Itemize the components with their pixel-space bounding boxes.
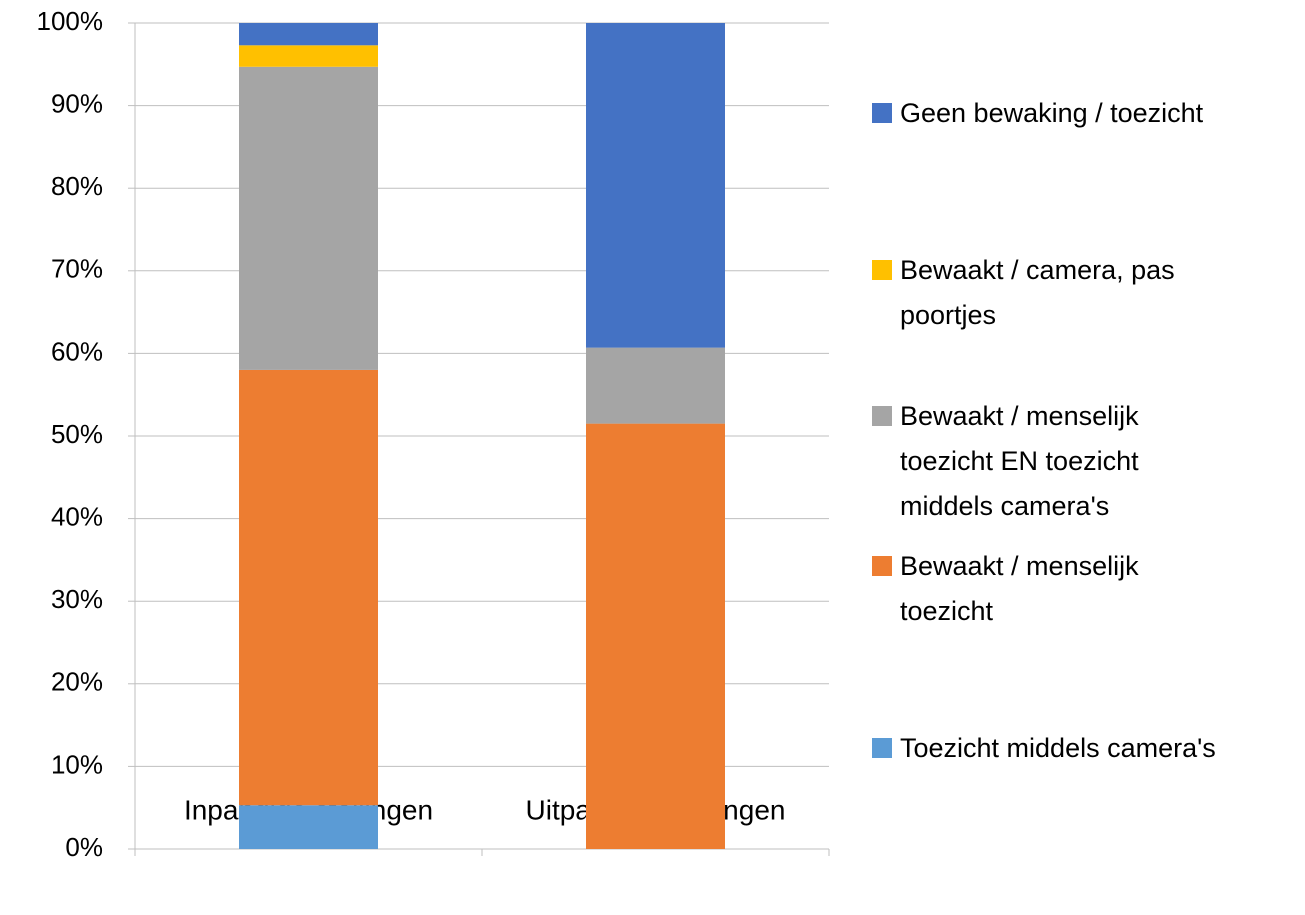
legend-swatch bbox=[872, 556, 892, 576]
y-tick-label: 90% bbox=[51, 88, 103, 118]
bar-segment bbox=[586, 23, 725, 348]
bar-segment bbox=[239, 66, 378, 370]
y-tick-label: 70% bbox=[51, 254, 103, 284]
y-tick-label: 50% bbox=[51, 419, 103, 449]
legend-swatch bbox=[872, 260, 892, 280]
y-tick-label: 30% bbox=[51, 584, 103, 614]
legend-item: Toezicht middels camera's bbox=[872, 726, 1305, 771]
y-tick-label: 60% bbox=[51, 336, 103, 366]
legend-label: Geen bewaking / toezicht bbox=[900, 98, 1204, 128]
y-tick-label: 10% bbox=[51, 749, 103, 779]
y-tick-label: 0% bbox=[65, 832, 103, 862]
legend-swatch bbox=[872, 406, 892, 426]
legend-item: Bewaakt / menselijk toezicht EN toezicht… bbox=[872, 394, 1230, 529]
y-tick-label: 80% bbox=[51, 171, 103, 201]
legend-label: Bewaakt / camera, pas poortjes bbox=[900, 255, 1175, 330]
legend-item: Bewaakt / camera, pas poortjes bbox=[872, 248, 1230, 338]
bar-segment bbox=[586, 423, 725, 849]
legend-label: Bewaakt / menselijk toezicht EN toezicht… bbox=[900, 401, 1139, 521]
legend-swatch bbox=[872, 103, 892, 123]
bar-segment bbox=[586, 347, 725, 424]
legend-label: Bewaakt / menselijk toezicht bbox=[900, 551, 1139, 626]
y-tick-label: 20% bbox=[51, 667, 103, 697]
y-tick-label: 100% bbox=[37, 6, 104, 36]
bar-segment bbox=[239, 23, 378, 46]
legend-swatch bbox=[872, 738, 892, 758]
y-tick-label: 40% bbox=[51, 501, 103, 531]
bar-segment bbox=[239, 45, 378, 67]
legend-item: Geen bewaking / toezicht bbox=[872, 91, 1300, 136]
bar-segment bbox=[239, 369, 378, 806]
bar-segment bbox=[239, 805, 378, 849]
legend-item: Bewaakt / menselijk toezicht bbox=[872, 544, 1230, 634]
legend-label: Toezicht middels camera's bbox=[900, 733, 1216, 763]
